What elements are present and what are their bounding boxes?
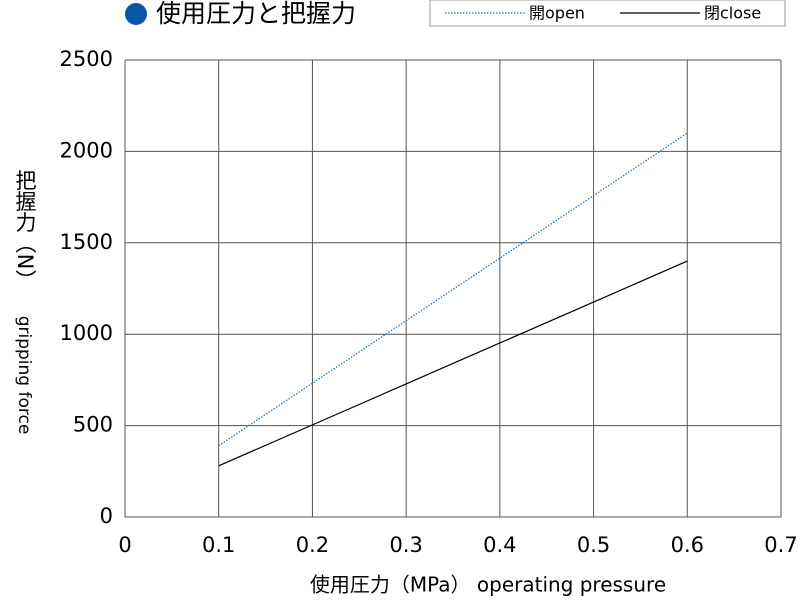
legend-box	[429, 0, 786, 27]
series-line	[218, 132, 688, 447]
x-tick-label: 0.5	[577, 533, 610, 557]
x-tick-label: 0.7	[764, 533, 797, 557]
legend-label: 開open	[529, 4, 585, 23]
y-axis-label: 把握力（N）	[13, 170, 37, 291]
x-tick-label: 0.1	[202, 533, 235, 557]
y-tick-label: 0	[100, 504, 113, 528]
y-tick-label: 2000	[60, 138, 113, 162]
y-tick-label: 2500	[60, 47, 113, 71]
x-axis-label: 使用圧力（MPa） operating pressure	[310, 573, 666, 597]
title-bullet	[125, 3, 147, 25]
y-tick-label: 500	[73, 413, 113, 437]
y-tick-label: 1500	[60, 230, 113, 254]
x-tick-label: 0.2	[296, 533, 329, 557]
y-axis-label-en: gripping force	[14, 316, 34, 435]
y-tick-label: 1000	[60, 321, 113, 345]
x-tick-label: 0	[118, 533, 131, 557]
x-tick-label: 0.3	[389, 533, 422, 557]
x-tick-label: 0.6	[671, 533, 704, 557]
series-line	[218, 260, 688, 467]
legend-label: 閉close	[704, 4, 761, 23]
x-tick-label: 0.4	[483, 533, 516, 557]
chart-title: 使用圧力と把握力	[156, 0, 356, 28]
